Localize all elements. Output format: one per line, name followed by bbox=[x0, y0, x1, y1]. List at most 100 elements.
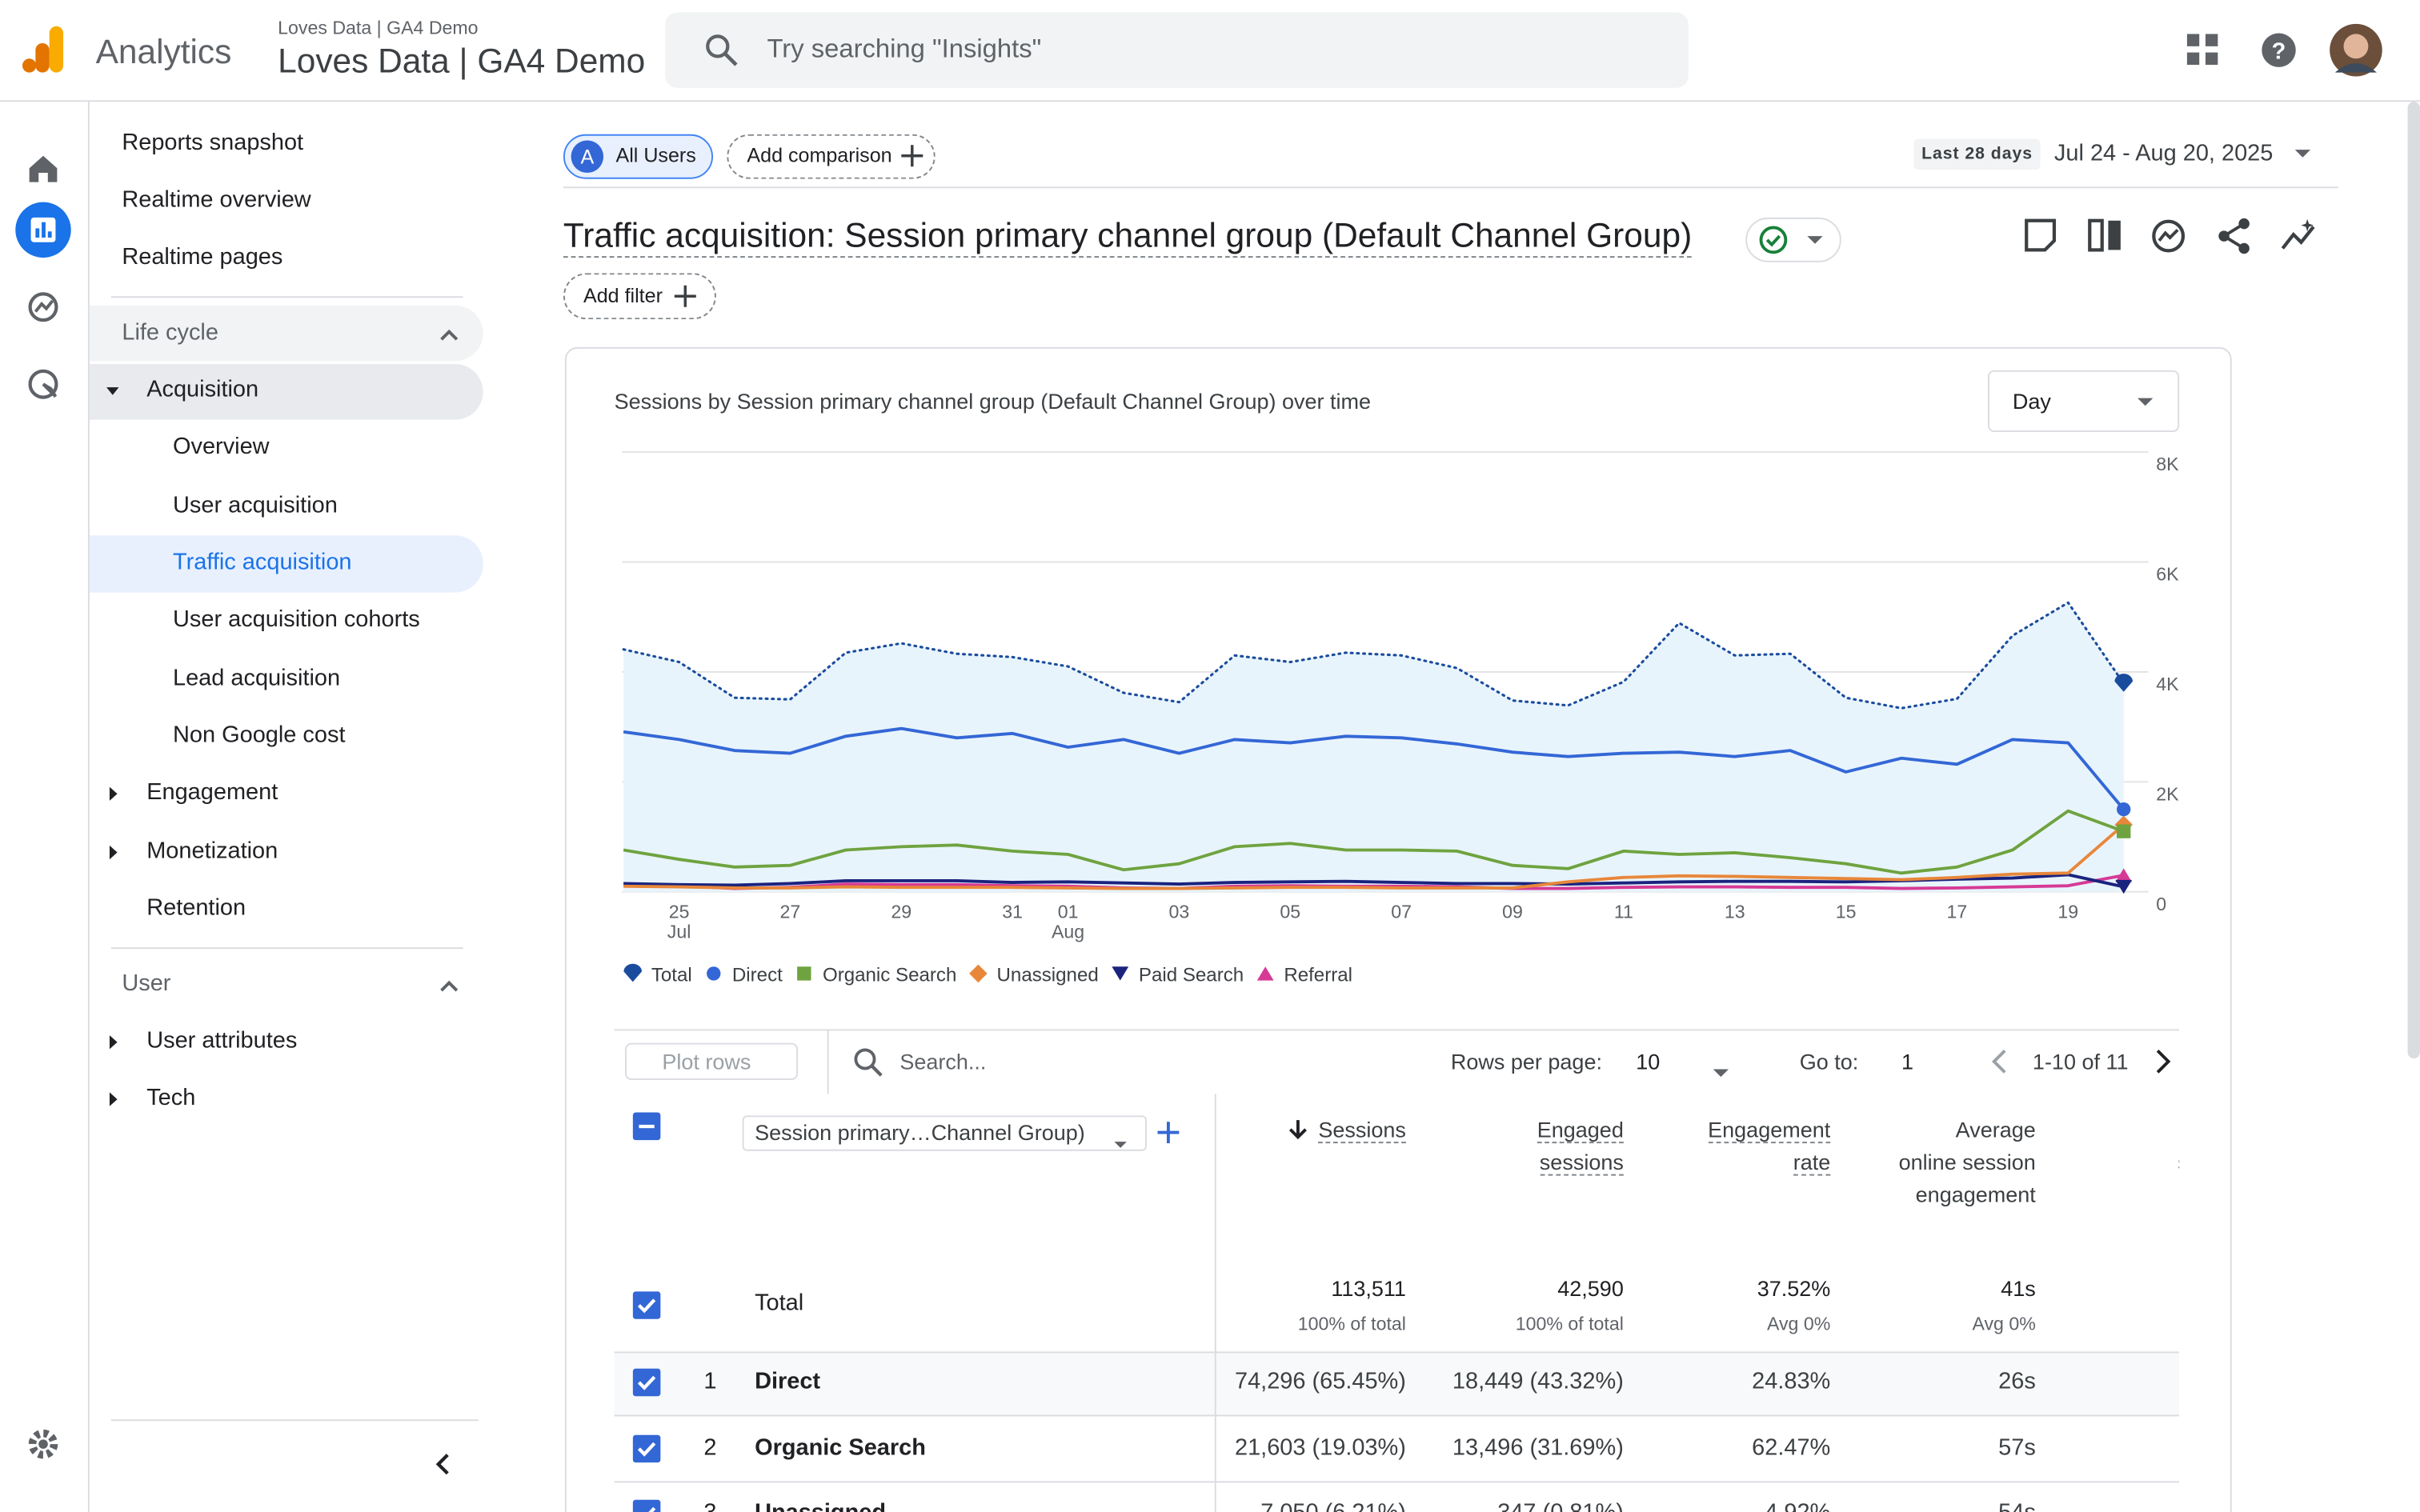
date-caret[interactable] bbox=[2294, 148, 2312, 160]
nav-item[interactable]: Reports snapshot bbox=[122, 129, 304, 156]
granularity-dropdown[interactable] bbox=[1987, 370, 2180, 432]
search-placeholder[interactable]: Try searching "Insights" bbox=[767, 34, 1042, 64]
status-chip[interactable] bbox=[1745, 217, 1841, 262]
rows-per-page[interactable]: 10 bbox=[1636, 1049, 1661, 1074]
account-name[interactable]: Loves Data | GA4 Demo bbox=[278, 17, 479, 39]
advertising-icon[interactable] bbox=[28, 369, 58, 399]
property-name[interactable]: Loves Data | GA4 Demo bbox=[278, 42, 646, 81]
rows-caret[interactable] bbox=[1712, 1057, 1730, 1088]
report-title[interactable]: Traffic acquisition: Session primary cha… bbox=[563, 216, 1693, 258]
prev-page[interactable] bbox=[1989, 1047, 2011, 1082]
row-name[interactable]: Unassigned bbox=[755, 1498, 886, 1512]
collapse-button[interactable] bbox=[435, 1454, 449, 1475]
home-icon[interactable] bbox=[29, 155, 58, 182]
row-cell: 8.5 bbox=[2026, 1367, 2179, 1398]
nav-item[interactable]: Realtime pages bbox=[122, 243, 283, 270]
legend-item[interactable]: Unassigned bbox=[969, 965, 1099, 986]
nav-item[interactable]: User acquisition bbox=[172, 492, 338, 518]
next-page[interactable] bbox=[2151, 1047, 2173, 1082]
row-rank: 2 bbox=[703, 1434, 717, 1462]
y-tick-label: 6K bbox=[2156, 564, 2179, 585]
x-tick-label: 15 bbox=[1836, 901, 1857, 922]
area bbox=[623, 602, 2124, 892]
compare-icon[interactable] bbox=[2088, 218, 2104, 252]
nav-item[interactable]: Retention bbox=[146, 894, 246, 922]
legend-item[interactable]: Direct bbox=[707, 965, 783, 986]
total-value: 113,511 bbox=[1331, 1275, 1406, 1301]
nav-section[interactable]: User bbox=[122, 970, 171, 997]
go-to[interactable]: 1 bbox=[1901, 1049, 1914, 1074]
marker bbox=[2117, 802, 2131, 817]
dimension-select[interactable] bbox=[742, 1115, 1147, 1151]
dimension-label[interactable]: Session primary…Channel Group) bbox=[755, 1120, 1085, 1145]
table-search[interactable]: Search... bbox=[899, 1049, 987, 1074]
insights-icon[interactable] bbox=[2152, 219, 2186, 253]
total-sub: 100% of total bbox=[1297, 1313, 1406, 1335]
help-icon[interactable]: ? bbox=[2261, 32, 2296, 67]
sort-arrow[interactable] bbox=[1288, 1117, 1319, 1142]
column-header[interactable]: Sessions bbox=[1283, 1114, 1406, 1146]
add-filter[interactable] bbox=[563, 273, 716, 320]
column-header[interactable]: Engaged sessions bbox=[1481, 1114, 1624, 1178]
nav-group[interactable]: Tech bbox=[146, 1084, 196, 1111]
explore-icon[interactable] bbox=[28, 292, 58, 322]
dimension-caret[interactable] bbox=[1112, 1128, 1128, 1159]
column-header-text[interactable]: Online sessions events bbox=[2178, 1117, 2179, 1206]
checkbox[interactable] bbox=[632, 1291, 661, 1326]
granularity[interactable]: Day bbox=[2012, 388, 2051, 414]
avatar[interactable] bbox=[2329, 23, 2383, 77]
row-cell: 57s bbox=[1998, 1434, 2036, 1462]
add-comparison[interactable] bbox=[727, 134, 936, 179]
controls-divider bbox=[827, 1029, 829, 1094]
row-cell: 13.4 bbox=[2026, 1434, 2179, 1465]
row-name[interactable]: Organic Search bbox=[755, 1434, 926, 1462]
add-filter-label[interactable]: Add filter bbox=[583, 283, 663, 307]
legend-item[interactable]: Paid Search bbox=[1112, 965, 1244, 986]
column-header-text[interactable]: Sessions bbox=[1318, 1117, 1406, 1144]
legend-item[interactable]: Total bbox=[623, 963, 692, 986]
nav-item[interactable]: Non Google cost bbox=[172, 722, 346, 749]
nav-group[interactable]: Engagement bbox=[146, 778, 278, 806]
add-dimension[interactable] bbox=[1157, 1120, 1180, 1151]
nav-item[interactable]: Lead acquisition bbox=[172, 665, 341, 691]
legend-item[interactable]: Referral bbox=[1256, 965, 1352, 986]
column-header[interactable]: Online sessions events bbox=[2178, 1114, 2179, 1211]
x-tick-label: 05 bbox=[1280, 901, 1300, 922]
nav-item-selected[interactable]: Traffic acquisition bbox=[172, 549, 352, 576]
date-range[interactable]: Jul 24 - Aug 20, 2025 bbox=[2053, 140, 2274, 167]
apps-icon[interactable] bbox=[2186, 34, 2220, 66]
legend-item[interactable]: Organic Search bbox=[797, 965, 956, 986]
trend-icon[interactable] bbox=[2281, 226, 2315, 250]
nav-item[interactable]: Realtime overview bbox=[122, 186, 311, 214]
checkbox[interactable] bbox=[632, 1112, 661, 1147]
column-header-text[interactable]: Engagement rate bbox=[1708, 1117, 1831, 1176]
plot-rows-button[interactable] bbox=[625, 1042, 799, 1080]
nav-item[interactable]: User acquisition cohorts bbox=[172, 606, 420, 633]
x-tick-label: 11 bbox=[1614, 901, 1633, 922]
column-header-text[interactable]: Average online session engagement bbox=[1898, 1117, 2036, 1207]
segment-letter: A bbox=[580, 146, 594, 168]
nav-section[interactable]: Life cycle bbox=[122, 319, 218, 346]
x-tick-label: 03 bbox=[1169, 901, 1190, 922]
checkbox[interactable] bbox=[632, 1434, 661, 1470]
date-label[interactable]: Last 28 days bbox=[1921, 145, 2033, 164]
nav-group[interactable]: Monetization bbox=[146, 838, 278, 864]
row-cell: 13,496 (31.69%) bbox=[1452, 1434, 1624, 1462]
row-name[interactable]: Direct bbox=[755, 1368, 821, 1395]
nav-item[interactable]: Overview bbox=[172, 433, 270, 460]
checkbox[interactable] bbox=[632, 1499, 661, 1512]
edit-icon[interactable] bbox=[2025, 218, 2057, 252]
column-header[interactable]: Average online session engagement bbox=[1893, 1114, 2036, 1211]
search-box[interactable] bbox=[665, 12, 1689, 88]
segment-name[interactable]: All Users bbox=[615, 143, 696, 167]
nav-group[interactable]: User attributes bbox=[146, 1027, 298, 1054]
settings-icon[interactable] bbox=[28, 1429, 58, 1459]
nav-group[interactable]: Acquisition bbox=[146, 376, 259, 403]
marker bbox=[707, 966, 721, 981]
checkbox[interactable] bbox=[632, 1368, 661, 1404]
column-header-text[interactable]: Engaged sessions bbox=[1537, 1117, 1624, 1176]
column-header[interactable]: Engagement rate bbox=[1689, 1114, 1831, 1178]
plot-rows-label[interactable]: Plot rows bbox=[662, 1049, 751, 1074]
add-comparison-label[interactable]: Add comparison bbox=[747, 143, 892, 167]
